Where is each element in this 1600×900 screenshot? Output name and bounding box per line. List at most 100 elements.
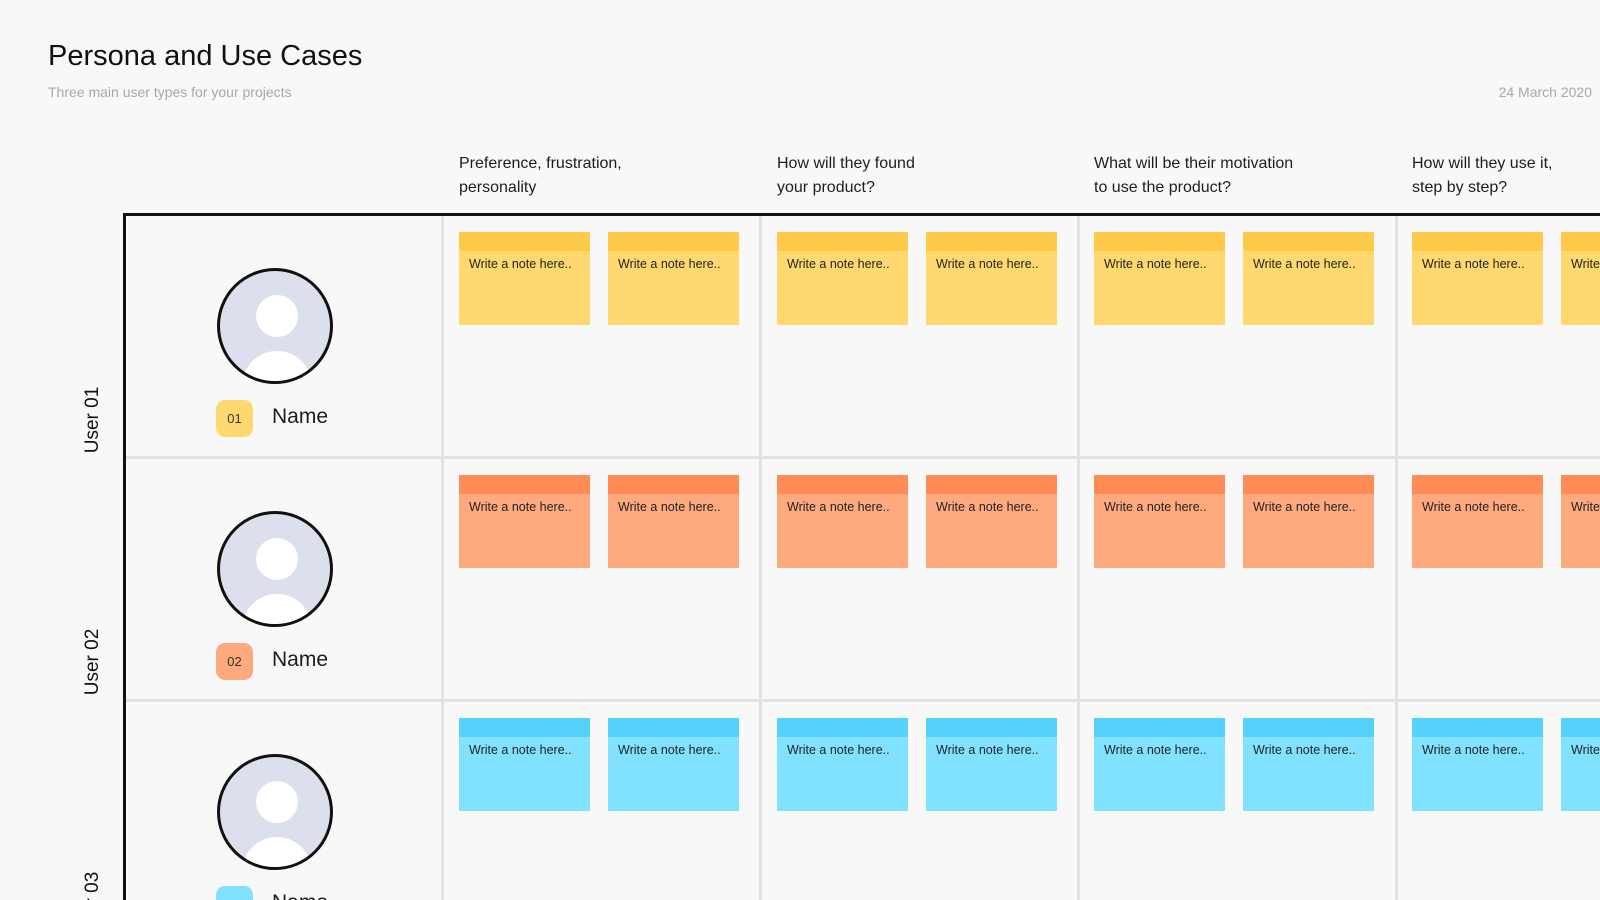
sticky-note[interactable]: Write a note here.. (1094, 475, 1225, 568)
sticky-note-text[interactable]: Write a note here.. (936, 257, 1039, 271)
sticky-note-text[interactable]: Write a note here.. (1422, 500, 1525, 514)
sticky-note[interactable]: Write a note here.. (777, 718, 908, 811)
sticky-note-text[interactable]: Write a note here.. (1571, 743, 1600, 757)
sticky-note[interactable]: Write a note here.. (459, 718, 590, 811)
sticky-note[interactable]: Write a note here.. (608, 232, 739, 325)
sticky-note-band (1243, 718, 1374, 737)
row-label-user-02: User 02 (82, 628, 103, 696)
sticky-note-text[interactable]: Write a note here.. (936, 500, 1039, 514)
avatar-head-shape (256, 295, 298, 337)
sticky-note-text[interactable]: Write a note here.. (787, 500, 890, 514)
sticky-note-band (777, 232, 908, 251)
sticky-note-band (1412, 232, 1543, 251)
sticky-note-band (608, 475, 739, 494)
avatar-icon[interactable] (217, 268, 333, 384)
page-date: 24 March 2020 (1498, 84, 1592, 100)
avatar-body-shape (242, 837, 312, 867)
sticky-note-text[interactable]: Write a note here.. (1571, 257, 1600, 271)
sticky-note-text[interactable]: Write a note here.. (787, 257, 890, 271)
sticky-note-band (608, 232, 739, 251)
sticky-note-band (1561, 718, 1600, 737)
board-left-border (123, 213, 126, 900)
page-subtitle: Three main user types for your projects (48, 84, 292, 100)
sticky-note-text[interactable]: Write a note here.. (469, 500, 572, 514)
avatar-icon[interactable] (217, 511, 333, 627)
avatar-body-shape (242, 351, 312, 381)
sticky-note-text[interactable]: Write a note here.. (1253, 743, 1356, 757)
sticky-note-band (608, 718, 739, 737)
persona-name[interactable]: Name (272, 891, 328, 900)
sticky-note[interactable]: Write a note here.. (1094, 232, 1225, 325)
user-number-badge: 02 (216, 643, 253, 680)
sticky-note-text[interactable]: Write a note here.. (1104, 743, 1207, 757)
sticky-note-text[interactable]: Write a note here.. (936, 743, 1039, 757)
sticky-note-text[interactable]: Write a note here.. (618, 257, 721, 271)
sticky-note[interactable]: Write a note here.. (1243, 718, 1374, 811)
column-header-usage-steps: How will they use it, step by step? (1412, 155, 1553, 196)
column-header-preferences: Preference, frustration, personality (459, 155, 622, 196)
column-header-motivation: What will be their motivation to use the… (1094, 155, 1294, 196)
sticky-note[interactable]: Write a note here.. (1412, 232, 1543, 325)
row-label-user-01: User 01 (82, 386, 103, 454)
sticky-note[interactable]: Write a note here.. (926, 475, 1057, 568)
sticky-note-text[interactable]: Write a note here.. (787, 743, 890, 757)
sticky-note-text[interactable]: Write a note here.. (469, 743, 572, 757)
sticky-note-band (777, 718, 908, 737)
column-header-discovery: How will they found your product? (777, 155, 915, 196)
sticky-note-text[interactable]: Write a note here.. (1104, 500, 1207, 514)
sticky-note-band (1243, 232, 1374, 251)
sticky-note[interactable]: Write a note here.. (1561, 232, 1600, 325)
sticky-note-band (459, 232, 590, 251)
sticky-note-band (1094, 475, 1225, 494)
sticky-note[interactable]: Write a note here.. (608, 475, 739, 568)
sticky-note-band (459, 475, 590, 494)
avatar-icon[interactable] (217, 754, 333, 870)
avatar-head-shape (256, 781, 298, 823)
avatar-head-shape (256, 538, 298, 580)
column-divider (441, 216, 444, 900)
sticky-note-text[interactable]: Write a note here.. (1422, 743, 1525, 757)
sticky-note[interactable]: Write a note here.. (926, 718, 1057, 811)
sticky-note-band (1412, 718, 1543, 737)
user-number-badge: 01 (216, 400, 253, 437)
avatar-body-shape (242, 594, 312, 624)
sticky-note-text[interactable]: Write a note here.. (618, 500, 721, 514)
sticky-note-band (1094, 718, 1225, 737)
sticky-note-band (926, 475, 1057, 494)
sticky-note-text[interactable]: Write a note here.. (469, 257, 572, 271)
sticky-note-text[interactable]: Write a note here.. (1104, 257, 1207, 271)
sticky-note[interactable]: Write a note here.. (777, 475, 908, 568)
sticky-note[interactable]: Write a note here.. (1412, 718, 1543, 811)
column-divider (759, 216, 762, 900)
sticky-note[interactable]: Write a note here.. (1094, 718, 1225, 811)
persona-name[interactable]: Name (272, 648, 329, 671)
sticky-note[interactable]: Write a note here.. (1243, 232, 1374, 325)
sticky-note-band (459, 718, 590, 737)
sticky-note-text[interactable]: Write a note here.. (1422, 257, 1525, 271)
sticky-note-text[interactable]: Write a note here.. (1253, 257, 1356, 271)
sticky-note[interactable]: Write a note here.. (459, 475, 590, 568)
column-divider (1077, 216, 1080, 900)
sticky-note[interactable]: Write a note here.. (1412, 475, 1543, 568)
sticky-note-band (926, 232, 1057, 251)
sticky-note[interactable]: Write a note here.. (1561, 718, 1600, 811)
sticky-note-band (1561, 475, 1600, 494)
row-label-user-03: User 03 (82, 872, 104, 900)
user-number-badge: 03 (216, 886, 253, 900)
persona-name[interactable]: Name (272, 405, 329, 428)
row-divider (126, 456, 1600, 459)
sticky-note-text[interactable]: Write a note here.. (618, 743, 721, 757)
sticky-note-band (777, 475, 908, 494)
sticky-note[interactable]: Write a note here.. (926, 232, 1057, 325)
sticky-note[interactable]: Write a note here.. (608, 718, 739, 811)
sticky-note-band (1094, 232, 1225, 251)
page-title: Persona and Use Cases (48, 40, 363, 72)
sticky-note[interactable]: Write a note here.. (1243, 475, 1374, 568)
sticky-note[interactable]: Write a note here.. (1561, 475, 1600, 568)
sticky-note-text[interactable]: Write a note here.. (1253, 500, 1356, 514)
sticky-note-text[interactable]: Write a note here.. (1571, 500, 1600, 514)
column-divider (1395, 216, 1398, 900)
sticky-note[interactable]: Write a note here.. (777, 232, 908, 325)
sticky-note[interactable]: Write a note here.. (459, 232, 590, 325)
sticky-note-band (926, 718, 1057, 737)
